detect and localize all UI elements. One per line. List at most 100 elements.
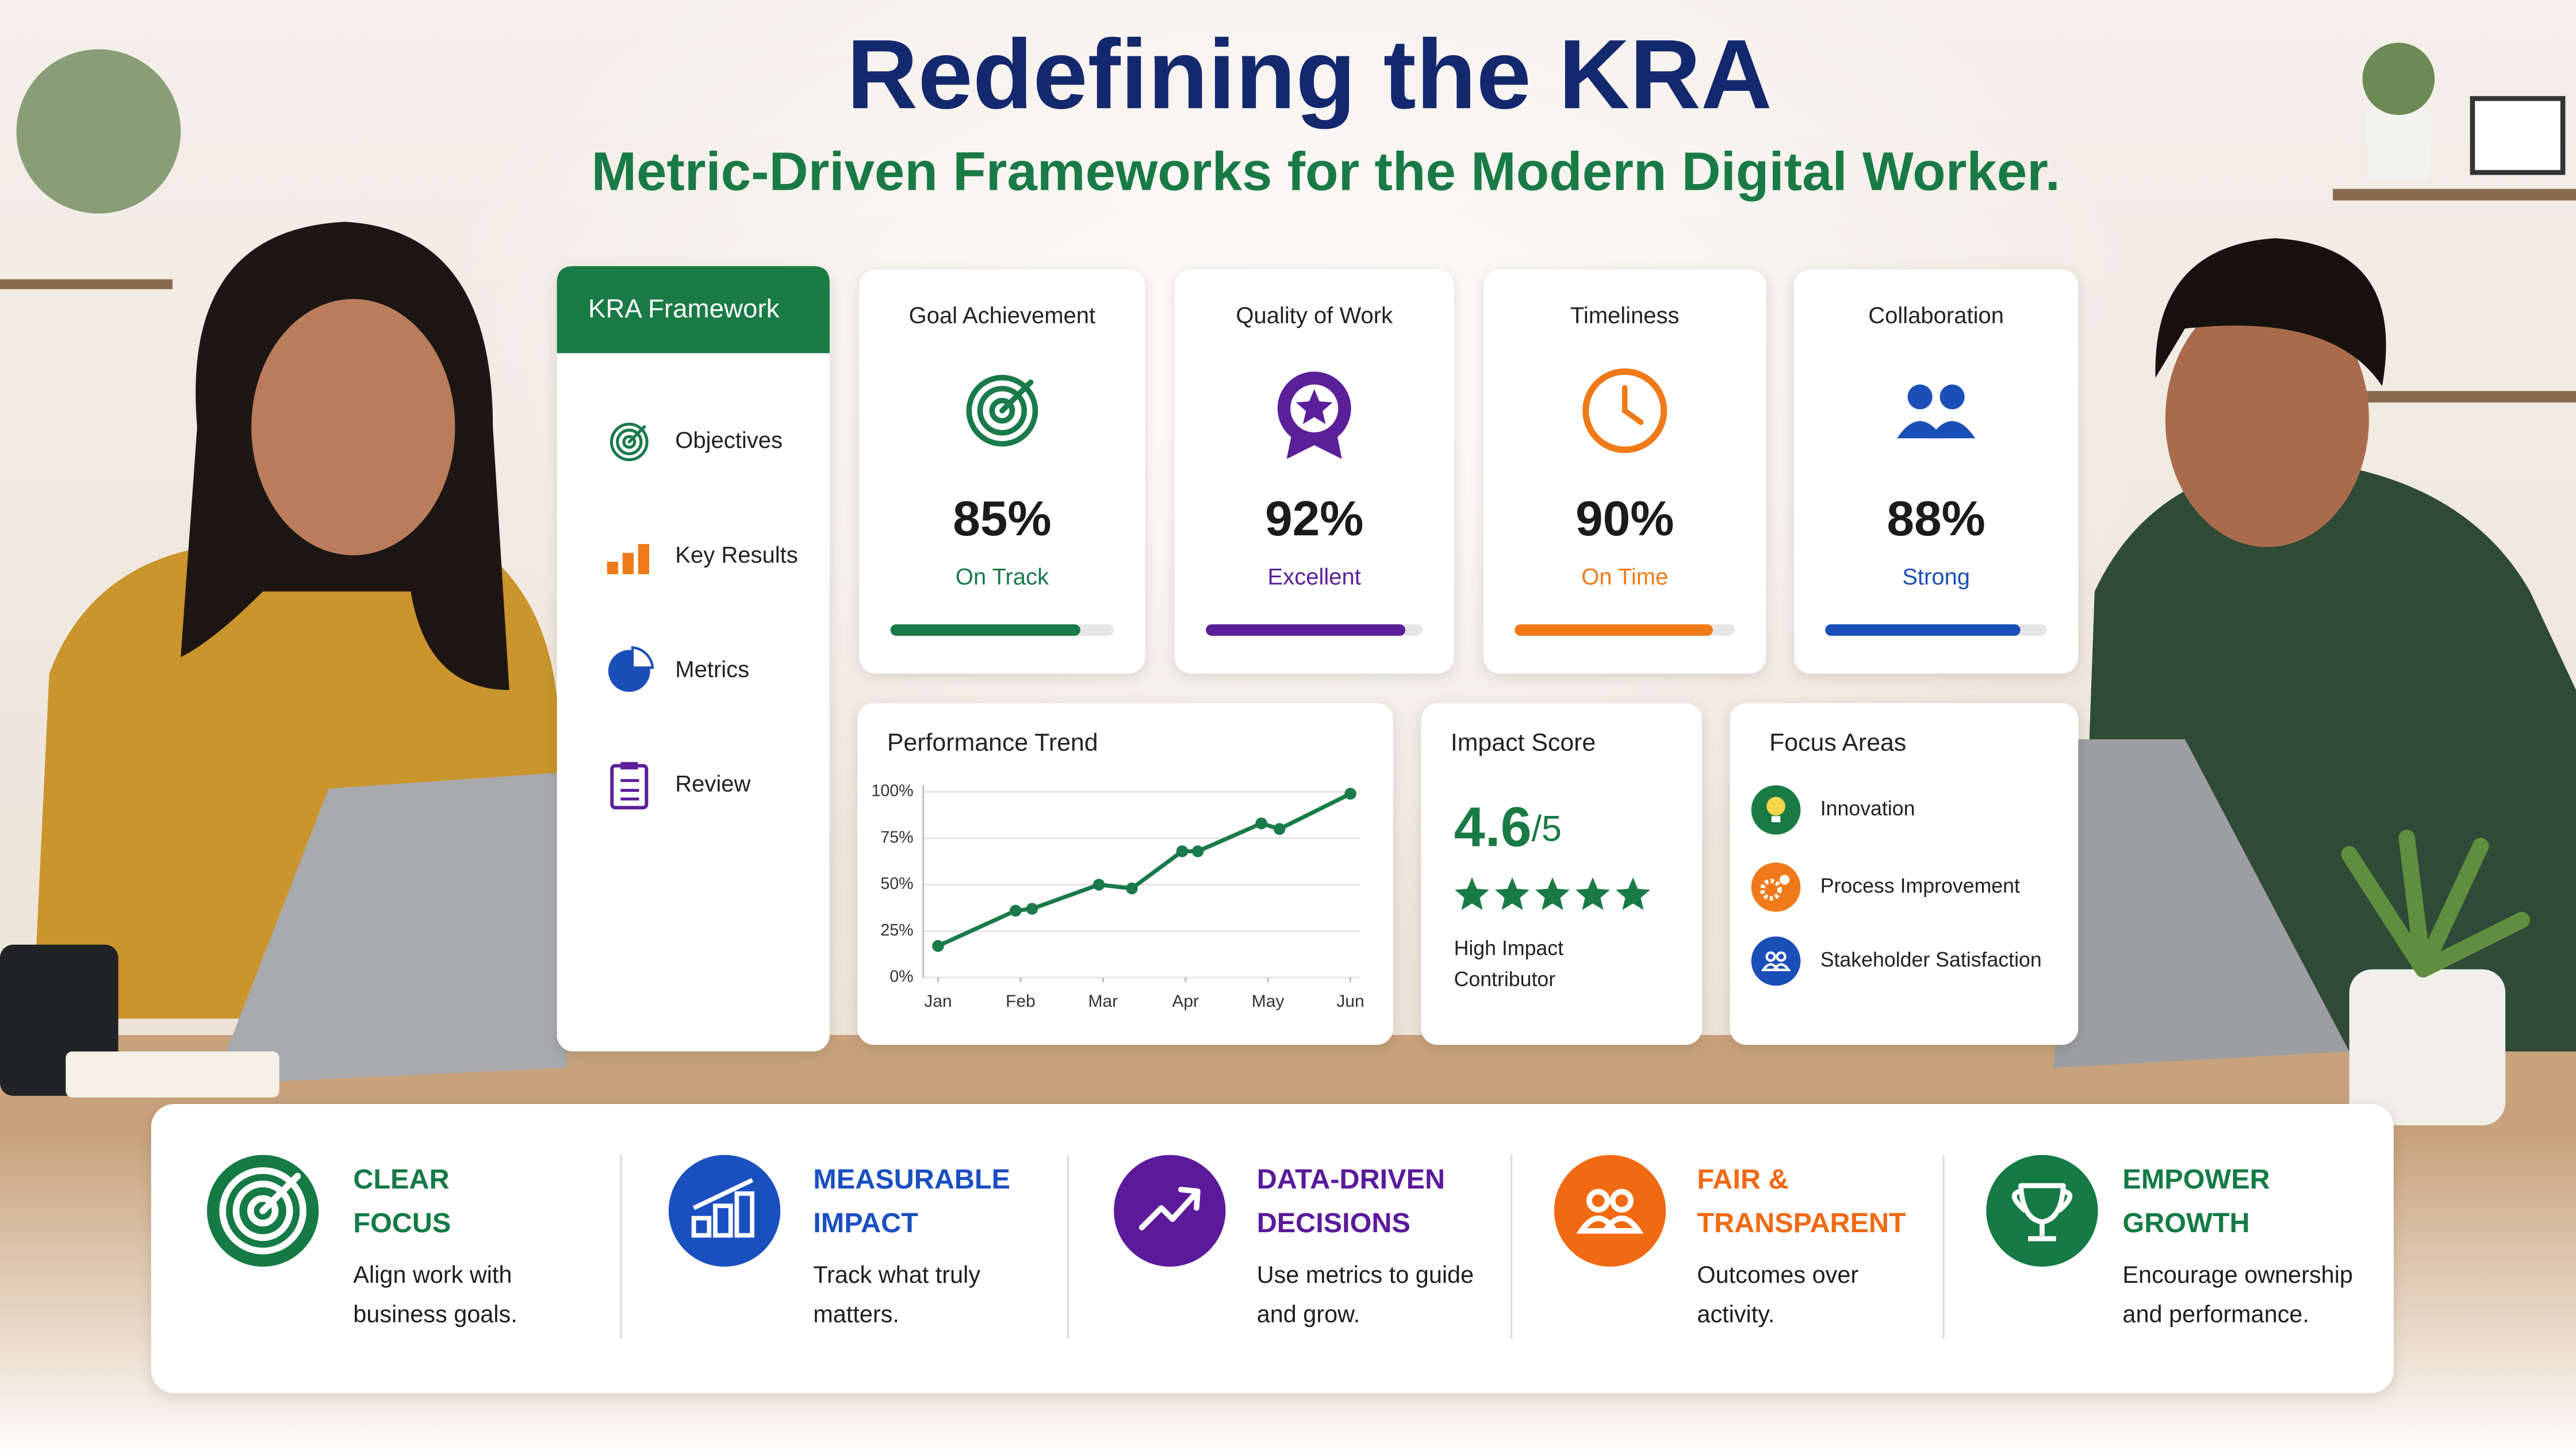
plant-pot — [2366, 106, 2432, 181]
progress-bar — [1515, 624, 1713, 636]
dashboard: KRA Framework Objectives Key Results Metric… — [151, 266, 2394, 1393]
impact-title: Impact Score — [1451, 729, 1596, 757]
subtitle: Metric-Driven Frameworks for the Modern … — [591, 141, 2060, 202]
icon-head — [1907, 384, 1933, 409]
feature-description: and grow. — [1257, 1301, 1360, 1328]
title: Redefining the KRA — [847, 20, 1772, 129]
feature-title: FOCUS — [353, 1208, 451, 1239]
icon-bar — [734, 1191, 754, 1238]
person-left-face — [251, 299, 455, 555]
icon-head — [1765, 951, 1776, 962]
feature-title: GROWTH — [2122, 1208, 2249, 1239]
y-tick-label: 75% — [880, 828, 913, 846]
plant — [2341, 829, 2531, 977]
trend-point — [1191, 845, 1204, 857]
icon-body — [1600, 1216, 1644, 1234]
icon-body — [1771, 963, 1791, 971]
metric-status: On Track — [956, 564, 1049, 589]
feature-description: Outcomes over — [1697, 1262, 1858, 1288]
y-tick-label: 100% — [872, 782, 914, 800]
trend-point — [1344, 788, 1356, 800]
plant — [2362, 43, 2435, 115]
icon-hands — [1621, 385, 1644, 425]
icon-bg — [1751, 936, 1801, 986]
sidebar-title: KRA Framework — [588, 294, 780, 323]
feature-description: Align work with — [353, 1262, 512, 1288]
trend-point — [1092, 879, 1105, 891]
icon-ring — [966, 374, 1038, 447]
x-tick-label: Apr — [1172, 992, 1199, 1011]
impact-caption: Contributor — [1454, 968, 1556, 991]
laptop — [213, 772, 567, 1084]
rating-star — [1495, 877, 1529, 910]
feature-description: activity. — [1697, 1301, 1774, 1328]
trend-point — [1255, 817, 1267, 830]
icon-arrow — [627, 425, 646, 444]
sidebar-item[interactable]: Objectives — [675, 428, 783, 453]
feature-title: DECISIONS — [1257, 1208, 1410, 1239]
impact-score: 4.6/5 — [1454, 795, 1562, 858]
icon-bar — [607, 561, 618, 574]
trend-line — [937, 792, 1352, 948]
focus-title: Focus Areas — [1769, 729, 1906, 757]
picture-frame — [2470, 96, 2566, 175]
notebook — [66, 1051, 279, 1098]
sidebar-item[interactable]: Metrics — [675, 657, 749, 682]
x-tick-label: Mar — [1088, 992, 1118, 1011]
icon-body — [1897, 421, 1943, 439]
metric-title: Goal Achievement — [909, 303, 1096, 328]
impact-caption: High Impact — [1454, 937, 1564, 960]
icon-bar — [713, 1203, 733, 1238]
icon-bg — [668, 1155, 781, 1267]
shelf — [2333, 189, 2576, 201]
metric-value: 85% — [953, 491, 1052, 546]
feature-title: FAIR & — [1697, 1164, 1788, 1195]
laptop — [2053, 739, 2349, 1068]
icon-ring — [989, 397, 1015, 424]
impact-scale: /5 — [1532, 808, 1562, 849]
feature-title: MEASURABLE — [813, 1164, 1010, 1195]
icon-bar — [638, 544, 649, 574]
icon-body — [1929, 421, 1976, 439]
sidebar-item[interactable]: Key Results — [675, 542, 798, 568]
trend-point — [1026, 903, 1038, 915]
metric-status: Strong — [1902, 564, 1970, 589]
sidebar-item[interactable]: Review — [675, 772, 750, 797]
shelf — [2333, 391, 2576, 402]
icon-head — [1609, 1189, 1634, 1213]
metric-card — [859, 269, 1145, 674]
icon-pie-slice — [631, 646, 654, 669]
icon-ring — [610, 423, 649, 462]
icon-bulb-base — [1771, 816, 1781, 822]
feature-description: Use metrics to guide — [1257, 1262, 1474, 1288]
y-tick-label: 0% — [890, 968, 913, 986]
metric-value: 90% — [1575, 491, 1674, 546]
metric-card — [1174, 269, 1454, 674]
metric-card — [1483, 269, 1766, 674]
progress-bar — [1825, 624, 2021, 636]
feature-title: IMPACT — [813, 1208, 918, 1239]
icon-gear — [1760, 879, 1782, 900]
trend-point — [1273, 823, 1286, 835]
x-tick-label: Feb — [1006, 992, 1036, 1011]
icon-bg — [1986, 1155, 2098, 1267]
progress-bar — [1206, 624, 1406, 636]
icon-bar — [691, 1216, 712, 1238]
icon-ring — [247, 1195, 279, 1226]
focus-item: Stakeholder Satisfaction — [1820, 948, 2042, 971]
y-tick-label: 25% — [880, 921, 913, 940]
icon-star — [1295, 389, 1333, 424]
feature-description: matters. — [813, 1301, 899, 1328]
icon-bg — [1554, 1155, 1666, 1267]
x-tick-label: May — [1252, 992, 1285, 1011]
icon-head — [1939, 384, 1965, 409]
icon-ring — [977, 386, 1028, 436]
feature-title: CLEAR — [353, 1164, 449, 1195]
rating-star — [1575, 877, 1610, 910]
metric-card — [1794, 269, 2079, 674]
feature-description: and performance. — [2122, 1301, 2309, 1328]
feature-title: DATA-DRIVEN — [1257, 1164, 1445, 1195]
feature-title: TRANSPARENT — [1697, 1208, 1906, 1239]
